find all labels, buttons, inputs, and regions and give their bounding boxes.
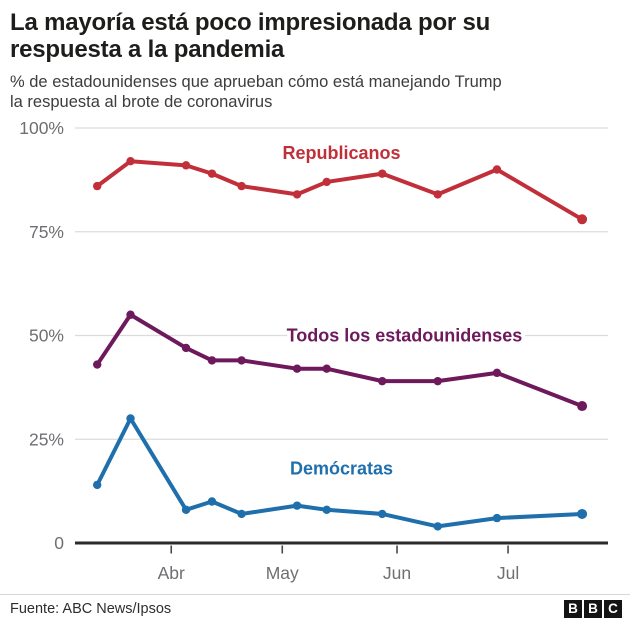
data-point <box>577 214 588 225</box>
chart-subtitle: % de estadounidenses que aprueban cómo e… <box>10 72 616 112</box>
footer: Fuente: ABC News/Ipsos B B C <box>0 594 630 623</box>
data-point <box>126 414 135 424</box>
data-point <box>181 161 191 171</box>
data-point <box>492 369 502 378</box>
approval-line-chart: 100% 75% 50% 25% 0 Abr May Jun Jul Republicanos To… <box>19 118 608 583</box>
data-point <box>237 182 246 191</box>
series-line <box>95 159 585 222</box>
data-point <box>126 157 135 166</box>
data-point <box>492 514 502 523</box>
data-point <box>207 497 217 507</box>
data-point <box>433 377 442 386</box>
data-point <box>322 506 331 515</box>
data-point <box>207 169 217 179</box>
y-axis-tick-label: 25% <box>29 430 64 450</box>
chart-subtitle-line-1: % de estadounidenses que aprueban cómo e… <box>10 73 502 92</box>
data-point <box>322 364 331 374</box>
data-point <box>378 169 387 179</box>
x-axis-tick-label: May <box>266 563 299 583</box>
series-label: Republicanos <box>282 143 400 163</box>
bbc-logo-block-b2: B <box>584 600 602 618</box>
data-point <box>292 364 302 374</box>
x-axis-tick-label: Jul <box>497 563 519 583</box>
bbc-logo-block-b1: B <box>564 600 582 618</box>
y-axis-tick-label: 50% <box>29 326 64 346</box>
y-axis-tick-label: 0 <box>54 533 64 553</box>
data-point <box>207 356 217 366</box>
bbc-logo-icon: B B C <box>564 600 622 618</box>
x-axis-tick-label: Abr <box>158 563 185 583</box>
data-point <box>433 190 442 200</box>
data-point <box>181 506 191 515</box>
data-point <box>181 344 191 353</box>
chart-subtitle-line-2: la respuesta al brote de coronavirus <box>10 93 273 112</box>
series-todos-los-estadounidenses: Todos los estadounidenses <box>93 311 588 412</box>
data-point <box>577 401 588 412</box>
chart-header: La mayoría está poco impresionada por su… <box>0 0 630 112</box>
data-point <box>292 190 302 200</box>
x-axis-tick-label: Jun <box>383 563 411 583</box>
data-point <box>577 509 588 520</box>
data-point <box>492 165 502 175</box>
chart-area: 100% 75% 50% 25% 0 Abr May Jun Jul Republicanos To… <box>0 114 630 594</box>
series-label: Todos los estadounidenses <box>287 326 523 346</box>
data-point <box>126 311 135 320</box>
series-label: Demócratas <box>290 459 393 479</box>
data-point <box>378 377 387 386</box>
data-point <box>93 360 102 370</box>
data-point <box>93 182 102 191</box>
series-democratas: Demócratas <box>93 414 588 532</box>
data-point <box>433 522 442 532</box>
data-point <box>237 356 246 366</box>
data-point <box>237 510 246 519</box>
y-axis-tick-label: 75% <box>29 222 64 242</box>
data-point <box>93 481 102 490</box>
page-title-line-2: respuesta a la pandemia <box>10 36 285 64</box>
series-republicanos: Republicanos <box>93 140 588 225</box>
data-point <box>378 510 387 519</box>
data-point <box>322 178 331 187</box>
bbc-logo-block-c: C <box>604 600 622 618</box>
data-point <box>292 501 302 511</box>
y-axis-tick-label: 100% <box>19 118 64 138</box>
page-title-line-1: La mayoría está poco impresionada por su <box>10 9 491 36</box>
source-attribution: Fuente: ABC News/Ipsos <box>10 601 172 617</box>
